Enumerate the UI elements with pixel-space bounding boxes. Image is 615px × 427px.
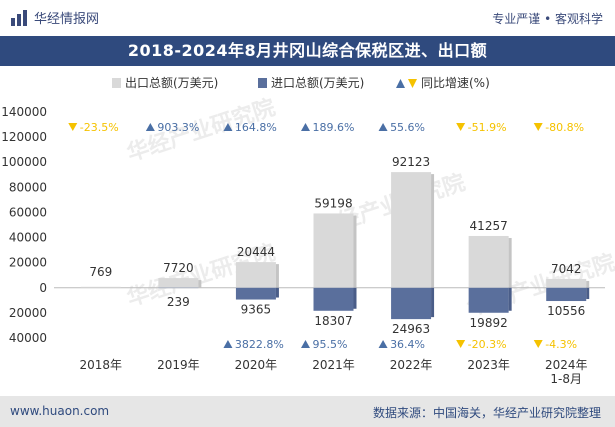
y-tick-label: 140000: [1, 105, 47, 119]
export-value-label: 92123: [392, 155, 430, 169]
import-value-label: 9365: [241, 303, 272, 317]
y-tick-label: 40000: [9, 331, 47, 345]
yoy-export-label-down-icon: [68, 123, 78, 131]
legend-swatch-1: [258, 78, 267, 88]
yoy-export-label: 164.8%: [235, 121, 277, 134]
import-bar: [546, 287, 587, 302]
export-bar: [235, 262, 276, 288]
export-bar: [391, 172, 432, 288]
y-tick-label: 100000: [1, 155, 47, 169]
footer-url[interactable]: www.huaon.com: [10, 404, 110, 418]
top-bar: 华经情报网 专业严谨 • 客观科学: [0, 0, 615, 36]
yoy-export-label-down-icon: [533, 123, 543, 131]
yoy-import-label-up-icon: [301, 340, 310, 348]
yoy-export-label: 903.3%: [157, 121, 199, 134]
export-bar: [546, 278, 587, 288]
x-category-label: 2024年: [545, 358, 588, 372]
yoy-import-label-up-icon: [378, 340, 388, 348]
export-bar: [80, 286, 121, 288]
x-category-label: 2023年: [467, 358, 510, 372]
brand-name: 华经情报网: [34, 12, 100, 27]
yoy-export-label: -23.5%: [80, 121, 119, 134]
x-category-label: 2019年: [157, 358, 200, 372]
y-tick-label: 40000: [9, 231, 47, 245]
x-category-label: 1-8月: [550, 372, 582, 386]
import-bar-side: [275, 287, 279, 298]
legend-label-2: 同比增速(%): [421, 76, 490, 90]
yoy-import-label-down-icon: [533, 340, 543, 348]
import-bar: [468, 287, 509, 313]
import-value-label: 10556: [547, 304, 585, 318]
export-bar: [313, 213, 354, 288]
export-bar: [158, 278, 199, 288]
yoy-export-label: 189.6%: [313, 121, 355, 134]
yoy-export-label-up-icon: [378, 123, 388, 131]
import-bar-side: [508, 287, 512, 311]
export-value-label: 59198: [314, 196, 352, 210]
yoy-export-label-down-icon: [456, 123, 466, 131]
export-value-label: 7720: [163, 261, 194, 275]
export-value-label: 20444: [237, 245, 275, 259]
x-category-label: 2018年: [80, 358, 123, 372]
x-category-label: 2022年: [390, 358, 433, 372]
y-tick-label: 120000: [1, 130, 47, 144]
yoy-export-label-up-icon: [223, 123, 233, 131]
import-bar-side: [353, 287, 357, 309]
y-tick-label: 0: [39, 281, 47, 295]
tagline: 专业严谨 • 客观科学: [492, 12, 603, 26]
import-bar: [391, 287, 432, 320]
export-value-label: 41257: [470, 219, 508, 233]
legend-down-triangle-icon: [408, 79, 417, 88]
export-bar-side: [508, 237, 512, 288]
yoy-import-label: -20.3%: [468, 338, 507, 351]
export-bar-side: [353, 215, 357, 288]
yoy-export-label-up-icon: [145, 123, 155, 131]
legend-swatch-0: [112, 78, 121, 88]
import-value-label: 239: [167, 295, 190, 309]
export-bar-side: [275, 264, 279, 288]
import-bar-side: [586, 287, 590, 300]
chart-area: 华经产业研究院华经产业研究院华经产业研究院华经产业研究院出口总额(万美元)进口总…: [0, 66, 615, 396]
export-value-label: 7042: [551, 262, 582, 276]
y-tick-label: 20000: [9, 306, 47, 320]
footer-source: 数据来源：中国海关，华经产业研究院整理: [372, 406, 601, 420]
export-bar-side: [586, 280, 590, 288]
yoy-import-label: -4.3%: [545, 338, 577, 351]
huajing-logo-icon: [11, 9, 27, 26]
export-bar-side: [431, 174, 435, 288]
import-bar: [235, 287, 276, 300]
yoy-export-label: -51.9%: [468, 121, 507, 134]
import-value-label: 19892: [470, 316, 508, 330]
yoy-export-label: 55.6%: [390, 121, 425, 134]
brand: 华经情报网: [10, 8, 99, 27]
footer: www.huaon.com 数据来源：中国海关，华经产业研究院整理: [0, 396, 615, 427]
yoy-import-label-down-icon: [456, 340, 466, 348]
yoy-export-label: -80.8%: [545, 121, 584, 134]
legend-label-0: 出口总额(万美元): [125, 76, 218, 90]
export-value-label: 769: [89, 265, 112, 279]
export-bar-side: [198, 280, 202, 288]
y-tick-label: 80000: [9, 180, 47, 194]
export-bar: [468, 235, 509, 288]
import-value-label: 24963: [392, 322, 430, 336]
yoy-import-label: 3822.8%: [235, 338, 284, 351]
yoy-import-label-up-icon: [223, 340, 233, 348]
bar-chart: 华经产业研究院华经产业研究院华经产业研究院华经产业研究院出口总额(万美元)进口总…: [1, 76, 615, 386]
chart-title: 2018-2024年8月井冈山综合保税区进、出口额: [0, 36, 615, 66]
legend-up-triangle-icon: [396, 79, 405, 88]
legend-label-1: 进口总额(万美元): [271, 76, 364, 90]
yoy-export-label-up-icon: [301, 123, 310, 131]
yoy-import-label: 36.4%: [390, 338, 425, 351]
import-bar-side: [431, 287, 435, 318]
import-value-label: 18307: [314, 314, 352, 328]
y-tick-label: 20000: [9, 256, 47, 270]
y-tick-label: 60000: [9, 205, 47, 219]
x-category-label: 2021年: [312, 358, 355, 372]
x-category-label: 2020年: [235, 358, 278, 372]
yoy-import-label: 95.5%: [313, 338, 348, 351]
import-bar: [313, 287, 354, 311]
